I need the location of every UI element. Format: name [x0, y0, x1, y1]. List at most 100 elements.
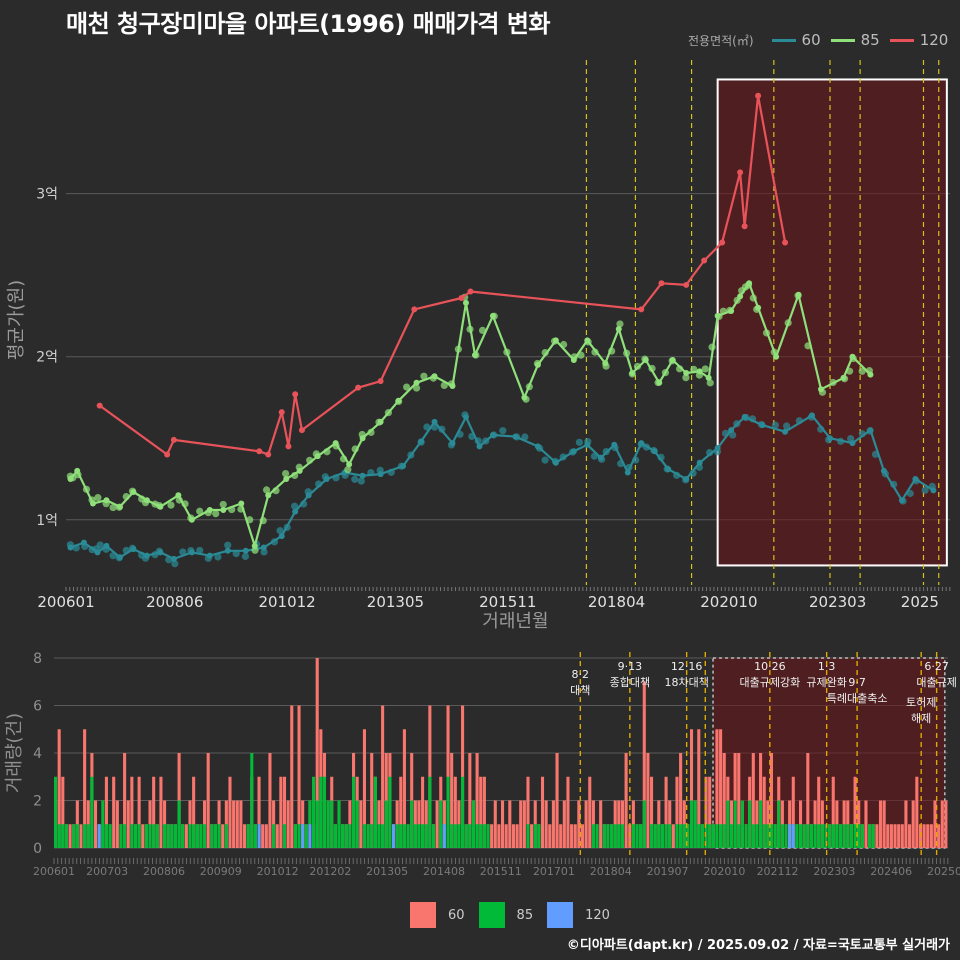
volume-bar-60: [737, 753, 741, 848]
volume-bar-85: [322, 776, 327, 848]
price-vertex-85: [773, 353, 780, 360]
volume-ytick-label: 0: [33, 841, 42, 857]
volume-bar-60: [642, 681, 646, 848]
volume-bar-60: [482, 776, 486, 848]
price-vertex-120: [278, 409, 285, 416]
volume-bar-60: [722, 753, 726, 848]
volume-bar-60: [908, 824, 912, 848]
volume-bar-85: [54, 776, 58, 848]
volume-bar-85: [740, 800, 744, 848]
volume-bar-85: [849, 824, 853, 848]
price-vertex-85: [552, 337, 559, 344]
volume-bar-85: [769, 824, 774, 848]
price-vertex-60: [305, 492, 312, 499]
volume-bar-60: [897, 824, 901, 848]
volume-bar-60: [646, 753, 650, 848]
price-point-85: [219, 500, 227, 509]
volume-bar-60: [421, 776, 425, 848]
legend-label-120: 120: [919, 31, 949, 49]
price-vertex-60: [431, 418, 438, 425]
price-vertex-85: [431, 373, 438, 380]
volume-bar-85: [842, 824, 846, 848]
price-vertex-85: [521, 394, 528, 401]
volume-bar-60: [57, 729, 61, 848]
price-point-60: [499, 427, 507, 435]
price-vertex-120: [355, 384, 362, 391]
volume-bar-85: [130, 824, 134, 848]
volume-bar-60: [370, 753, 374, 848]
price-vertex-85: [746, 280, 753, 287]
price-vertex-85: [314, 453, 321, 460]
volume-bar-60: [137, 776, 141, 848]
volume-legend-label-120: 120: [585, 907, 610, 923]
price-vertex-60: [880, 467, 887, 474]
price-vertex-85: [867, 371, 874, 378]
price-point-85: [262, 486, 271, 494]
price-point-60: [357, 477, 365, 485]
volume-bar-60: [61, 776, 65, 848]
volume-bar-85: [479, 824, 483, 848]
volume-bar-85: [461, 776, 465, 848]
policy-label: 12·16 18차대책: [664, 660, 708, 689]
volume-bar-60: [501, 800, 505, 848]
volume-bar-85: [464, 824, 468, 848]
volume-bar-60: [715, 729, 719, 848]
volume-bar-85: [90, 776, 94, 848]
policy-label: 토허제 해제: [906, 696, 936, 725]
volume-bar-60: [650, 776, 654, 848]
volume-bar-85: [693, 800, 697, 848]
volume-bar-60: [290, 705, 294, 848]
price-line-60: [70, 414, 934, 560]
volume-bar-60: [504, 824, 508, 848]
volume-legend-item-120: 120: [547, 902, 610, 928]
volume-bar-60: [526, 776, 530, 848]
price-vertex-60: [449, 440, 456, 447]
volume-bar-60: [104, 776, 108, 848]
volume-bar-85: [253, 824, 257, 848]
volume-xtick-label: 202406: [870, 865, 912, 878]
price-vertex-85: [683, 370, 690, 376]
price-vertex-60: [898, 497, 905, 504]
volume-bar-85: [395, 824, 399, 848]
volume-bar-60: [206, 753, 210, 848]
volume-bar-85: [304, 824, 308, 848]
price-xtick-label: 201012: [258, 593, 315, 611]
legend-item-120: 120: [889, 31, 949, 49]
policy-label-date: 10·26: [754, 660, 786, 673]
price-vertex-60: [377, 471, 384, 478]
price-vertex-85: [157, 503, 164, 510]
volume-bar-85: [817, 824, 821, 848]
volume-bar-120: [257, 824, 261, 848]
price-point-85: [412, 384, 421, 392]
volume-bar-60: [159, 776, 163, 848]
volume-bar-85: [635, 824, 639, 848]
price-xtick-label: 202010: [700, 593, 757, 611]
volume-bar-85: [424, 824, 428, 848]
volume-bar-120: [791, 824, 795, 848]
chart-title: 매천 청구장미마을 아파트(1996) 매매가격 변화: [66, 10, 551, 38]
volume-bar-85: [388, 776, 392, 848]
volume-bar-85: [653, 824, 657, 848]
volume-bar-60: [708, 776, 712, 848]
price-point-60: [921, 486, 929, 494]
price-vertex-60: [278, 533, 285, 540]
price-vertex-85: [584, 337, 591, 344]
volume-bar-85: [773, 824, 777, 848]
price-vertex-60: [651, 448, 658, 455]
volume-bar-60: [882, 800, 886, 848]
volume-bar-85: [224, 824, 228, 848]
price-line-120: [99, 94, 787, 456]
volume-bar-85: [293, 824, 297, 848]
policy-label: 8·2 대책: [570, 668, 590, 697]
volume-bar-85: [199, 824, 203, 848]
volume-bar-85: [373, 776, 377, 848]
price-vertex-85: [377, 418, 384, 425]
price-vertex-85: [728, 308, 735, 315]
price-vertex-60: [400, 462, 407, 469]
volume-bar-85: [617, 824, 621, 848]
volume-xtick-label: 200601: [33, 865, 75, 878]
volume-bar-85: [166, 824, 170, 848]
price-vertex-60: [94, 549, 101, 556]
volume-ytick-label: 4: [33, 746, 42, 762]
policy-label-date: 9·7: [848, 676, 866, 689]
